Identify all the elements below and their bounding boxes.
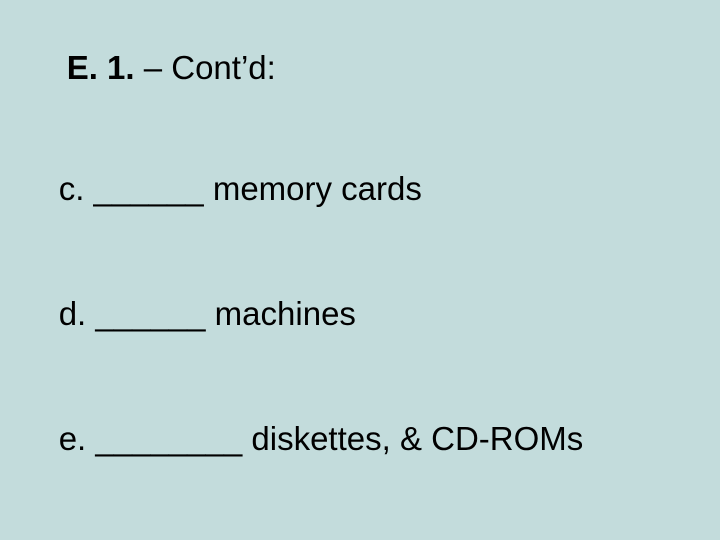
item-text: machines xyxy=(206,295,356,332)
heading-number: E. 1. xyxy=(67,49,135,86)
item-text: diskettes, & CD-ROMs xyxy=(242,420,583,457)
slide-heading: E. 1. – Cont’d: xyxy=(22,18,698,117)
slide: E. 1. – Cont’d: c. ______ memory cards d… xyxy=(0,0,720,540)
item-blank: ______ xyxy=(95,295,205,332)
item-label: d. xyxy=(59,295,87,332)
list-item: f. _________ xyxy=(22,514,698,540)
item-label: c. xyxy=(59,170,85,207)
list-item: c. ______ memory cards xyxy=(22,139,698,238)
heading-rest: – Cont’d: xyxy=(135,49,276,86)
list-item: e. ________ diskettes, & CD-ROMs xyxy=(22,389,698,488)
item-label: e. xyxy=(59,420,87,457)
item-text: memory cards xyxy=(204,170,422,207)
list-item: d. ______ machines xyxy=(22,264,698,363)
item-blank: ______ xyxy=(94,170,204,207)
item-blank: ________ xyxy=(95,420,242,457)
